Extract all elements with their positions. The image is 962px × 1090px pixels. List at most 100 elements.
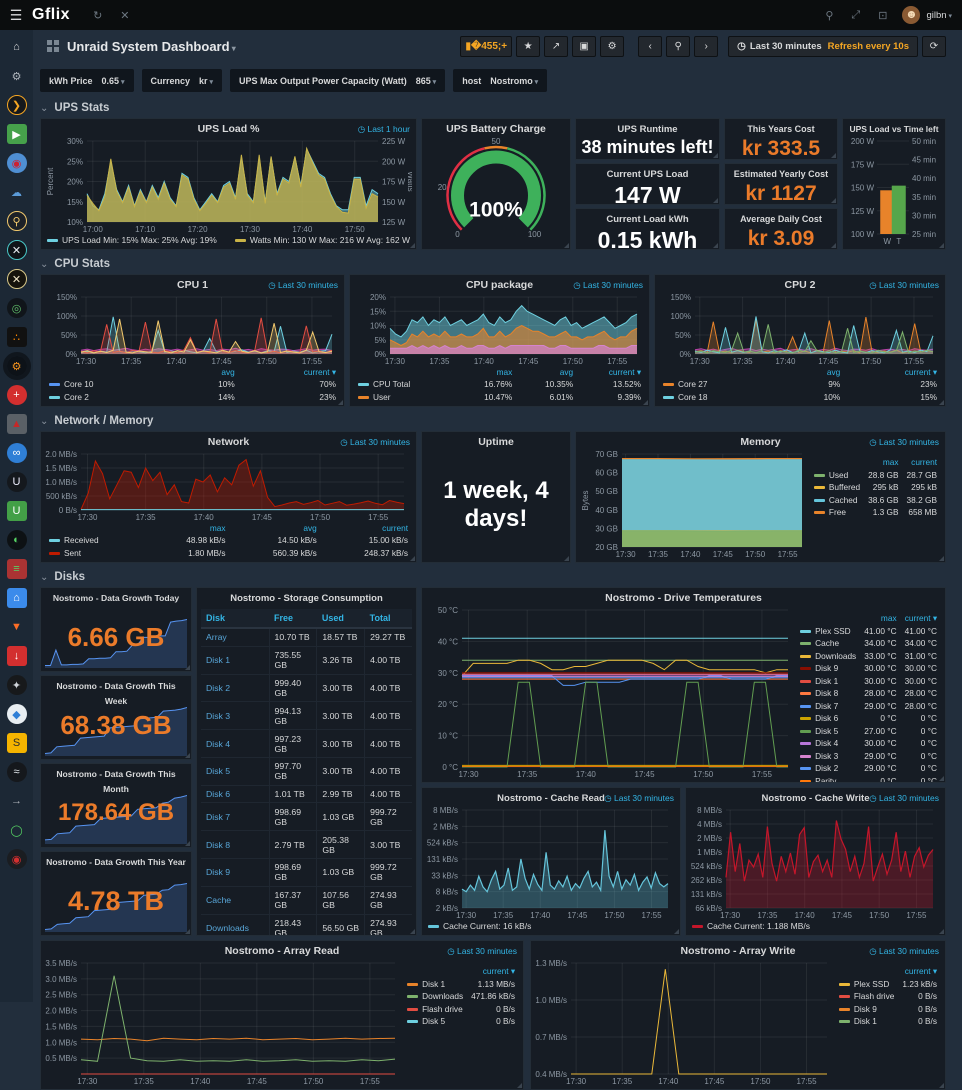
panel-time-range[interactable]: Last 30 minutes [604,791,674,806]
app-jdownloader[interactable]: ◉ [7,849,27,869]
legend-series[interactable]: Core 10 [45,378,177,391]
app-orange-arrow[interactable]: ❯ [7,95,27,115]
app-blue-disc[interactable]: ◉ [7,153,27,173]
app-status[interactable]: ≡ [7,559,27,579]
legend-series[interactable]: Disk 7 [796,700,860,713]
legend-series[interactable]: Buffered [810,481,864,494]
app-homeassistant[interactable]: ⌂ [7,588,27,608]
close-playlist-icon[interactable]: ✕ [120,9,129,22]
legend-column[interactable]: current ▾ [844,366,941,379]
panel-title[interactable]: Nostromo - Data Growth This Week [45,679,187,694]
menu-icon[interactable]: ☰ [0,7,32,24]
app-sabnzbd[interactable]: S [7,733,27,753]
app-green-ring[interactable]: ◎ [7,298,27,318]
legend-column[interactable]: avg [785,366,844,379]
legend-series[interactable]: Disk 9 [835,1003,899,1016]
search-icon[interactable]: ⚲ [825,9,833,22]
panel-title[interactable]: Average Daily Cost [729,212,833,227]
variable-value[interactable]: Nostromo [490,76,538,86]
legend-column[interactable]: max [860,612,900,625]
legend-series[interactable]: Sent [45,547,146,560]
legend-item[interactable]: Cache Current: 16 kB/s [428,921,531,931]
panel-title[interactable]: Nostromo - Data Growth Today [45,591,187,606]
share-button[interactable]: ↗ [544,36,568,57]
legend-column[interactable]: max [146,522,229,535]
app-drop[interactable]: ◆ [7,704,27,724]
variable-value[interactable]: kr [199,76,213,86]
panel-title[interactable]: Nostromo - Storage Consumption [201,591,412,606]
apps-grid-icon[interactable] [47,40,59,52]
legend-column[interactable]: max [864,456,902,469]
panel-title[interactable]: Nostromo - Cache WriteLast 30 minutes [690,791,941,806]
dashboard-title[interactable]: Unraid System Dashboard [67,39,236,54]
legend-item[interactable]: Cache Current: 1.188 MB/s [692,921,810,931]
legend-series[interactable]: Flash drive [403,1003,467,1016]
legend-series[interactable]: Cache [796,637,860,650]
panel-time-range[interactable]: Last 30 minutes [340,435,410,450]
panel-time-range[interactable]: Last 30 minutes [268,278,338,293]
legend-series[interactable]: Disk 5 [796,725,860,738]
legend-column[interactable]: current [903,456,941,469]
legend-series[interactable]: Disk 9 [796,662,860,675]
table-header[interactable]: Total [365,609,412,628]
settings-button[interactable]: ⚙ [600,36,624,57]
settings-icon[interactable]: ⚙ [7,66,27,86]
panel-title[interactable]: Nostromo - Data Growth This Year [45,855,187,870]
panel-title[interactable]: CPU 2Last 30 minutes [659,278,941,293]
panel-title[interactable]: UPS Load vs Time left [847,122,941,137]
legend-series[interactable]: Free [810,506,864,519]
legend-column[interactable]: current ▾ [577,366,645,379]
legend-series[interactable]: Disk 4 [796,737,860,750]
legend-series[interactable]: Parity [796,775,860,784]
panel-title[interactable]: Estimated Yearly Cost [729,167,833,182]
legend-series[interactable]: Disk 2 [796,762,860,775]
table-header[interactable]: Disk [201,609,269,628]
app-deluge[interactable]: ∞ [7,443,27,463]
app-gold-cross[interactable]: ✕ [7,269,27,289]
logout-icon[interactable]: → [7,791,27,811]
app-cloud-icon[interactable]: ☁ [7,182,27,202]
legend-column[interactable]: current ▾ [901,612,941,625]
panel-title[interactable]: Current Load kWh [580,212,715,227]
panel-title[interactable]: Uptime [426,435,566,450]
legend-column[interactable]: current ▾ [239,366,340,379]
app-teal-cross[interactable]: ✕ [7,240,27,260]
app-varken[interactable]: ≈ [7,762,27,782]
panel-time-range[interactable]: Last 30 minutes [869,278,939,293]
legend-series[interactable]: Disk 6 [796,712,860,725]
panel-title[interactable]: UPS Load %Last 1 hour [45,122,412,137]
app-ubiquiti[interactable]: U [7,472,27,492]
panel-title[interactable]: Nostromo - Data Growth This Month [45,767,187,782]
table-header[interactable]: Used [317,609,365,628]
panel-title[interactable]: This Years Cost [729,122,833,137]
cycle-icon[interactable]: ↻ [93,9,102,22]
legend-series[interactable]: Disk 8 [796,687,860,700]
section-disks[interactable]: Disks [40,567,946,587]
legend-series[interactable]: Disk 3 [796,750,860,763]
app-graph[interactable]: ∴ [7,327,27,347]
legend-series[interactable]: Core 18 [659,391,785,404]
section-cpu[interactable]: CPU Stats [40,254,946,274]
panel-title[interactable]: MemoryLast 30 minutes [580,435,941,450]
app-shield[interactable]: + [7,385,27,405]
star-button[interactable]: ★ [516,36,540,57]
variable-value[interactable]: 865 [416,76,437,86]
legend-series[interactable]: Downloads [403,990,467,1003]
save-button[interactable]: ▣ [572,36,596,57]
legend-column[interactable]: avg [516,366,577,379]
panel-time-range[interactable]: Last 30 minutes [869,791,939,806]
app-github[interactable]: ◯ [7,820,27,840]
panel-time-range[interactable]: Last 30 minutes [573,278,643,293]
fullscreen-icon[interactable]: ⤢ [851,9,860,22]
